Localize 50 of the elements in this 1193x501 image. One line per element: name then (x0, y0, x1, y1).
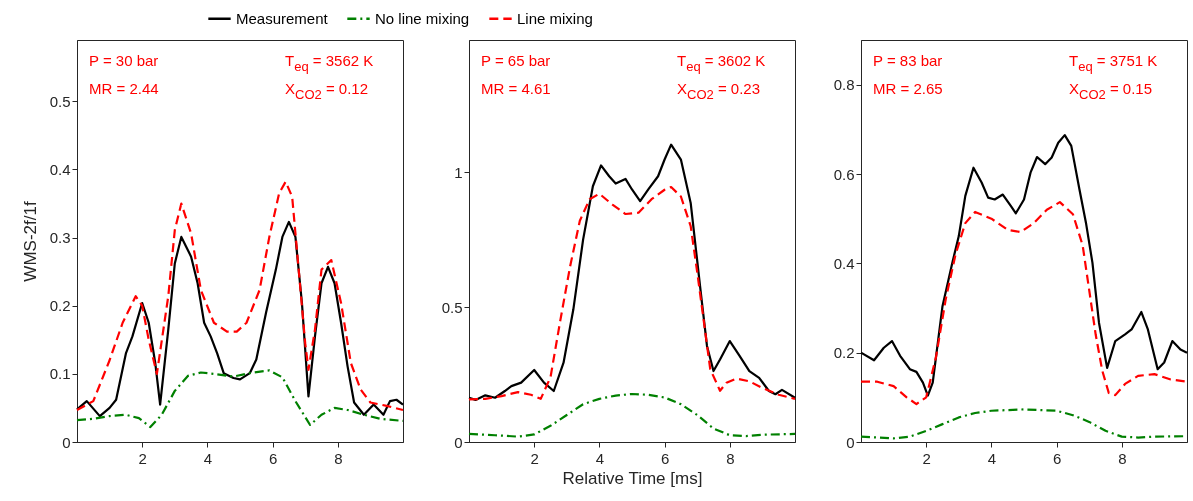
x-tick-label: 4 (203, 449, 213, 467)
x-tick-label: 8 (726, 449, 735, 467)
x-tick-label: 6 (268, 449, 278, 467)
y-tick-label: 0 (846, 433, 855, 451)
y-tick-label: 0.5 (441, 298, 463, 316)
x-tick-label: 6 (660, 449, 670, 467)
line-series (75, 180, 405, 412)
annotation: T$_{eq}$ = 3751 K (1069, 52, 1158, 75)
annotation: MR = 2.44 (89, 80, 159, 97)
annotation: P = 65 bar (481, 52, 551, 69)
y-tick-label: 0 (454, 433, 463, 451)
annotation: P = 83 bar (873, 52, 943, 69)
line-series (467, 392, 797, 438)
legend-label: No line mixing (375, 9, 470, 27)
annotation: P = 30 bar (89, 52, 159, 69)
x-tick-label: 4 (987, 449, 997, 467)
annotation: X$_{CO2}$ = 0.12 (285, 80, 369, 103)
x-axis-title: Relative Time [ms] (562, 468, 703, 488)
annotation: MR = 4.61 (481, 80, 551, 97)
annotation: T$_{eq}$ = 3562 K (285, 52, 374, 75)
x-tick-label: 2 (138, 449, 147, 467)
y-tick-label: 0.8 (833, 76, 855, 94)
legend-label: Measurement (236, 9, 329, 27)
y-tick-label: 0.6 (833, 165, 855, 183)
y-tick-label: 0.2 (833, 344, 855, 362)
y-tick-label: 0 (62, 433, 71, 451)
line-series (467, 143, 797, 402)
line-series (859, 134, 1189, 397)
x-tick-label: 2 (530, 449, 539, 467)
y-tick-label: 0.3 (49, 229, 71, 247)
x-tick-label: 2 (922, 449, 931, 467)
y-tick-label: 0.2 (49, 297, 71, 315)
y-tick-label: 0.4 (49, 160, 71, 178)
x-tick-label: 4 (595, 449, 605, 467)
annotation: MR = 2.65 (873, 80, 943, 97)
x-tick-label: 8 (334, 449, 343, 467)
line-series (75, 220, 405, 418)
legend-label: Line mixing (517, 9, 593, 27)
y-tick-label: 0.1 (49, 365, 71, 383)
line-series (75, 369, 405, 429)
x-tick-label: 6 (1052, 449, 1062, 467)
y-tick-label: 1 (454, 163, 463, 181)
y-axis-title: WMS-2f/1f (20, 201, 40, 282)
annotation: X$_{CO2}$ = 0.23 (677, 80, 761, 103)
annotation: T$_{eq}$ = 3602 K (677, 52, 766, 75)
y-tick-label: 0.4 (833, 254, 855, 272)
annotation: X$_{CO2}$ = 0.15 (1069, 80, 1153, 103)
x-tick-label: 8 (1118, 449, 1127, 467)
line-series (467, 185, 797, 401)
y-tick-label: 0.5 (49, 92, 71, 110)
